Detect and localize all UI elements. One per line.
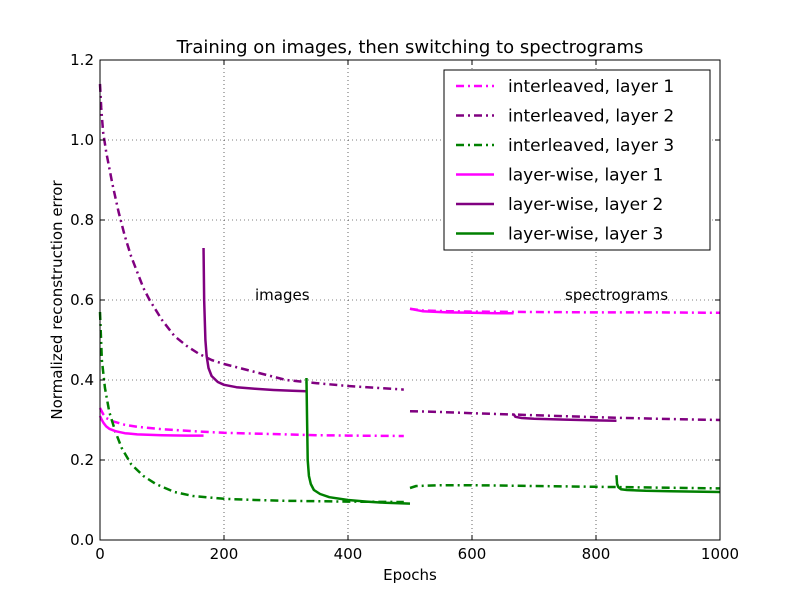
series-1 [98,307,721,438]
x-tick-label: 200 [210,545,239,563]
series-line-4-segment-2 [409,307,514,315]
series-line-2-segment-2 [409,409,721,422]
series-5 [202,247,617,423]
x-tick-label: 800 [582,545,611,563]
legend-entry: interleaved, layer 3 [508,136,674,156]
y-axis-label: Normalized reconstruction error [48,180,66,420]
x-tick-label: 600 [458,545,487,563]
series-6 [305,377,721,505]
y-tick-label: 0.6 [70,291,94,309]
series-line-5-segment-1 [202,247,307,393]
x-tick-label: 0 [95,545,105,563]
series-line-2-segment-1 [98,83,404,391]
series-line-6-segment-1 [305,377,411,505]
series-3 [98,311,721,504]
y-tick-label: 0.4 [70,371,94,389]
legend-entry: interleaved, layer 2 [508,107,674,127]
series-line-4-segment-1 [98,415,204,437]
tick-layer: 0 200 400 600 800 1000 0.0 0.2 0.4 0.6 0.8 1.0 1.2 [70,51,739,563]
series-line-3-segment-2 [409,483,721,490]
x-axis-label: Epochs [383,566,437,584]
chart-title: Training on images, then switching to sp… [176,37,644,58]
legend-entry: layer-wise, layer 1 [508,166,663,186]
x-tick-label: 400 [334,545,363,563]
y-tick-label: 1.0 [70,131,94,149]
legend-entry: layer-wise, layer 3 [508,225,663,245]
annotation-label: images [255,286,310,304]
legend-entry: layer-wise, layer 2 [508,195,663,215]
series-2 [98,83,721,422]
legend: interleaved, layer 1 interleaved, layer 2… [443,69,711,251]
series-4 [98,307,514,437]
y-tick-label: 1.2 [70,51,94,69]
y-tick-label: 0.2 [70,451,94,469]
annotation-layer: images spectrograms [255,286,668,304]
y-tick-label: 0.8 [70,211,94,229]
series-layer [98,83,721,505]
legend-entry: interleaved, layer 1 [508,77,674,97]
annotation-label: spectrograms [565,286,668,304]
series-line-1-segment-1 [98,407,404,438]
x-tick-label: 1000 [701,545,739,563]
series-line-6-segment-2 [615,475,721,494]
series-line-3-segment-1 [98,311,404,504]
y-tick-label: 0.0 [70,531,94,549]
legend-box [443,69,711,251]
series-line-5-segment-2 [512,413,617,423]
series-line-1-segment-2 [409,307,721,315]
